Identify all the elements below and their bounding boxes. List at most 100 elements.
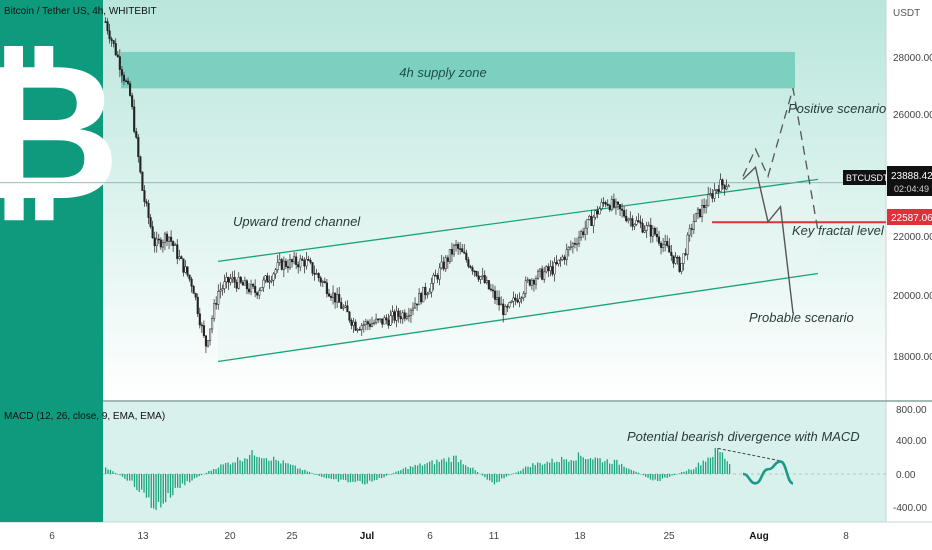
candle-body [621,208,624,211]
macd-bar [131,474,133,481]
candle-body [483,275,486,283]
macd-bar [628,468,630,474]
candle-body [344,305,347,308]
macd-bar [712,456,714,474]
candle-body [647,224,650,227]
macd-bar [529,467,532,474]
macd-bar [275,459,277,474]
macd-bar [352,474,354,482]
macd-bar [220,464,222,474]
candle-body [184,266,187,273]
candle-body [231,277,234,280]
candle-body [295,256,298,265]
candle-body [274,269,277,275]
candle-body [426,293,429,296]
candle-body [436,275,439,280]
candle-body [200,324,203,327]
macd-bar [599,458,601,474]
time-tick: 25 [286,531,298,542]
candle-body [721,179,724,186]
macd-bar [553,462,556,474]
candle-body [114,43,117,56]
candle-body [713,189,716,199]
macd-tick: 0.00 [896,470,916,481]
macd-bar [345,474,347,481]
macd-bar [438,461,440,474]
macd-bar [160,474,162,508]
supply-zone-label: 4h supply zone [399,65,486,80]
candle-body [209,328,212,341]
candle-body [491,289,494,292]
time-tick: Aug [749,531,768,542]
last-price-value: 23888.42 [891,171,932,182]
candle-body [641,223,644,233]
macd-bar [657,474,659,481]
candle-body [467,259,470,267]
candle-body [368,323,371,327]
macd-bar [210,470,212,474]
candle-body [131,95,134,108]
candle-body [299,258,302,268]
candle-body [178,256,181,259]
candle-body [288,259,292,269]
macd-bar [573,460,575,474]
macd-bar [457,462,460,474]
candle-body [725,186,728,190]
time-tick: 18 [574,531,586,542]
macd-bar [577,452,580,474]
candle-body [321,281,324,283]
macd-bar [299,468,301,474]
macd-axis: 800.00 400.00 0.00 -400.00 [893,405,927,514]
candle-body [496,297,499,300]
macd-bar [618,464,620,474]
candle-body [643,230,646,233]
macd-bar [589,458,592,474]
candle-body [358,329,361,331]
last-price-badge [887,166,932,196]
macd-bar [215,469,217,474]
macd-bar [172,474,174,496]
candle-body [573,243,577,245]
candle-body [377,318,380,321]
macd-bar [369,474,371,481]
candle-body [165,233,169,242]
candle-body [282,260,285,270]
channel-lower-line [217,272,819,363]
candle-body [604,202,607,205]
left-brand-band [0,0,103,522]
candle-body [137,136,140,157]
countdown-value: 02:04:49 [894,184,929,194]
macd-bar [527,466,529,474]
candle-body [327,293,330,297]
candle-body [698,208,702,217]
macd-bar [325,474,328,479]
candle-body [434,274,437,277]
candle-body [182,258,185,273]
candle-body [457,243,460,249]
candle-body [639,221,642,224]
candle-body [578,236,581,245]
macd-bar [241,461,244,474]
macd-bar [515,472,517,474]
candle-body [375,318,378,324]
candle-body [532,279,536,285]
candle-body [514,297,517,301]
macd-bar [505,474,508,477]
macd-bar [378,474,380,479]
candle-body [149,217,152,227]
macd-bar [623,466,625,474]
candle-body [608,205,611,211]
candle-body [233,277,236,283]
symbol-title: Bitcoin / Tether US, 4h, WHITEBIT [4,6,157,17]
macd-bar [316,474,318,475]
candle-body [594,210,597,218]
macd-bar [546,461,548,474]
macd-bar [659,474,661,482]
macd-bar [287,463,289,474]
candle-body [407,315,410,317]
candle-body [719,179,722,192]
macd-bar [431,460,433,474]
candle-body [569,246,572,249]
price-tick: 18000.00 [893,352,932,363]
candle-body [315,273,318,275]
